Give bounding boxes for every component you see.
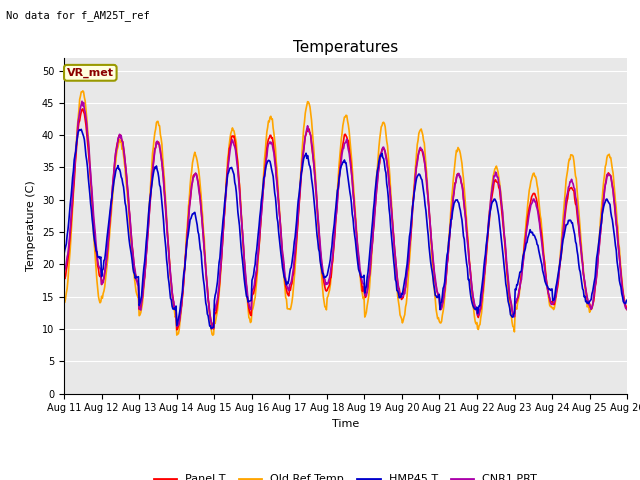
HMP45 T <box>416 171 424 177</box>
Panel T <box>432 283 440 288</box>
CNR1 PRT <box>60 269 68 275</box>
HMP45 T <box>207 326 215 332</box>
Line: Panel T: Panel T <box>64 109 627 330</box>
Panel T <box>416 148 424 154</box>
HMP45 T <box>60 251 68 257</box>
HMP45 T <box>432 293 440 299</box>
Panel T <box>79 106 86 112</box>
Old Ref Temp <box>217 269 225 275</box>
Panel T <box>187 192 195 197</box>
Panel T <box>623 306 631 312</box>
Old Ref Temp <box>432 306 440 312</box>
Old Ref Temp <box>186 183 194 189</box>
Line: Old Ref Temp: Old Ref Temp <box>64 91 627 335</box>
HMP45 T <box>129 265 137 271</box>
CNR1 PRT <box>217 264 225 270</box>
CNR1 PRT <box>186 197 194 203</box>
Old Ref Temp <box>70 179 78 184</box>
HMP45 T <box>77 127 85 132</box>
Old Ref Temp <box>209 332 217 338</box>
X-axis label: Time: Time <box>332 419 359 429</box>
HMP45 T <box>623 297 631 303</box>
HMP45 T <box>217 245 225 251</box>
Old Ref Temp <box>79 88 86 94</box>
HMP45 T <box>70 157 78 163</box>
Panel T <box>60 274 68 280</box>
CNR1 PRT <box>210 325 218 331</box>
Old Ref Temp <box>129 263 137 269</box>
Title: Temperatures: Temperatures <box>293 40 398 55</box>
CNR1 PRT <box>623 307 631 313</box>
CNR1 PRT <box>129 251 137 257</box>
CNR1 PRT <box>416 146 424 152</box>
Panel T <box>173 327 180 333</box>
Text: VR_met: VR_met <box>67 68 114 78</box>
Panel T <box>129 249 137 255</box>
Old Ref Temp <box>623 307 631 312</box>
Legend: Panel T, Old Ref Temp, HMP45 T, CNR1 PRT: Panel T, Old Ref Temp, HMP45 T, CNR1 PRT <box>150 470 541 480</box>
Old Ref Temp <box>60 300 68 305</box>
CNR1 PRT <box>70 170 78 176</box>
Line: CNR1 PRT: CNR1 PRT <box>64 101 627 328</box>
Panel T <box>217 265 225 271</box>
Y-axis label: Temperature (C): Temperature (C) <box>26 180 36 271</box>
Panel T <box>70 179 78 184</box>
Old Ref Temp <box>416 129 424 134</box>
Line: HMP45 T: HMP45 T <box>64 130 627 329</box>
HMP45 T <box>186 217 194 223</box>
CNR1 PRT <box>432 282 440 288</box>
Text: No data for f_AM25T_ref: No data for f_AM25T_ref <box>6 10 150 21</box>
CNR1 PRT <box>78 98 86 104</box>
